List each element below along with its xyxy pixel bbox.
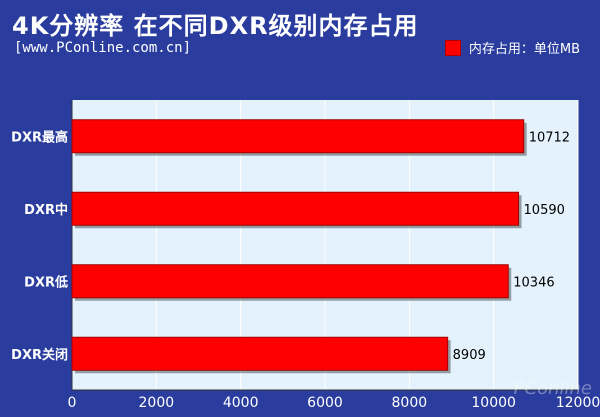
x-tick-label: 12000 [556,395,600,411]
category-label: DXR关闭 [11,347,68,363]
bar [71,119,525,154]
bar [71,336,449,371]
legend-swatch [444,39,461,56]
x-tick-label: 6000 [307,395,343,411]
source-url: [www.PConline.com.cn] [14,40,192,56]
bar [71,264,509,299]
category-label: DXR最高 [11,129,68,145]
chart-title: 4K分辨率 在不同DXR级别内存占用 [12,12,419,40]
x-tick-label: 4000 [223,395,259,411]
legend: 内存占用：单位MB [444,38,580,57]
bar [71,191,520,226]
watermark: PConline [513,378,592,399]
legend-label: 内存占用：单位MB [468,42,580,57]
x-tick-label: 8000 [392,395,428,411]
x-tick-label: 2000 [139,395,175,411]
category-label: DXR中 [24,202,68,218]
data-label: 8909 [453,348,486,363]
data-label: 10346 [513,275,554,290]
x-tick-label: 0 [68,395,77,411]
x-tick-label: 10000 [471,395,516,411]
data-label: 10712 [529,130,570,145]
data-label: 10590 [524,203,565,218]
category-label: DXR低 [24,274,68,290]
